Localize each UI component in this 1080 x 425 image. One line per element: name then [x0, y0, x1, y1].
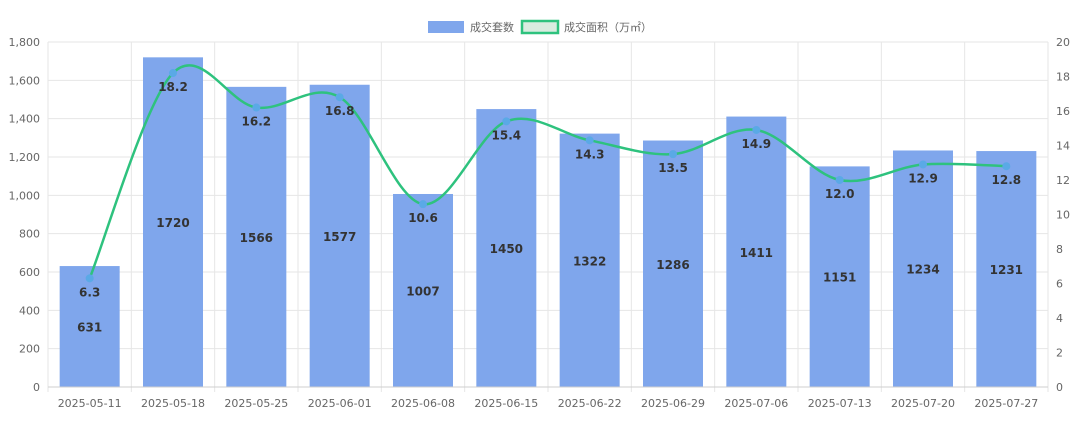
line-point[interactable] [419, 200, 427, 209]
left-axis-tick-label: 600 [19, 266, 40, 279]
line-point[interactable] [252, 103, 261, 112]
x-axis-tick-label: 2025-07-27 [974, 397, 1038, 410]
left-axis-tick-label: 800 [19, 228, 40, 241]
left-y-axis: 0 200 400 600 800 1,000 1,200 1,400 1,600 1,800 [9, 36, 41, 394]
left-axis-tick-label: 1,800 [9, 36, 41, 49]
left-axis-tick-label: 0 [33, 381, 40, 394]
line-value-label: 16.8 [325, 104, 355, 118]
line-point[interactable] [335, 93, 344, 102]
bar[interactable] [393, 193, 453, 387]
legend-label-bar[interactable]: 成交套数 [470, 20, 514, 34]
x-axis-tick-label: 2025-06-01 [308, 397, 372, 410]
legend-label-line[interactable]: 成交面积（万㎡） [564, 20, 652, 34]
line-point[interactable] [919, 160, 927, 169]
right-axis-tick-label: 10 [1056, 209, 1070, 222]
bar[interactable] [559, 133, 620, 387]
bar[interactable] [226, 86, 287, 387]
right-axis-tick-label: 4 [1056, 312, 1063, 325]
right-axis-tick-label: 2 [1056, 347, 1063, 360]
left-axis-tick-label: 1,000 [9, 189, 41, 202]
left-axis-tick-label: 400 [19, 304, 40, 317]
bar-value-label: 1566 [240, 231, 273, 245]
legend-swatch-line[interactable] [520, 19, 560, 35]
right-axis-tick-label: 14 [1056, 140, 1070, 153]
line-value-label: 15.4 [492, 128, 522, 142]
bar[interactable] [893, 150, 953, 387]
x-axis-tick-label: 2025-06-08 [391, 397, 455, 410]
line-value-label: 6.3 [79, 285, 100, 299]
line-value-label: 14.9 [742, 137, 772, 151]
left-axis-tick-label: 1,400 [9, 113, 41, 126]
line-point[interactable] [669, 150, 677, 159]
right-axis-tick-label: 18 [1056, 71, 1070, 84]
x-axis-tick-label: 2025-06-22 [558, 397, 622, 410]
bar[interactable] [476, 109, 537, 387]
x-axis-tick-label: 2025-06-15 [474, 397, 538, 410]
x-axis: 2025-05-11 2025-05-18 2025-05-25 2025-06-01… [48, 386, 1048, 410]
line-point[interactable] [169, 69, 177, 78]
x-axis-tick-label: 2025-07-13 [808, 397, 872, 410]
bar-value-label: 1720 [156, 216, 189, 230]
bar-value-label: 1450 [490, 242, 523, 256]
line-value-label: 18.2 [158, 80, 188, 94]
line-value-label: 14.3 [575, 147, 605, 161]
line-value-label: 10.6 [408, 211, 438, 225]
line-point[interactable] [752, 125, 761, 134]
x-axis-tick-label: 2025-05-11 [58, 397, 122, 410]
line-value-label: 12.9 [908, 171, 938, 185]
left-axis-tick-label: 1,600 [9, 74, 41, 87]
bar[interactable] [726, 116, 787, 387]
bar-value-label: 1411 [740, 246, 773, 260]
bar-value-label: 1007 [406, 284, 439, 298]
line-point[interactable] [502, 117, 511, 126]
bar-value-label: 1577 [323, 230, 356, 244]
bar-value-label: 1151 [823, 271, 856, 285]
right-axis-tick-label: 20 [1056, 36, 1070, 49]
grid-lines [47, 41, 1049, 392]
bar[interactable] [59, 266, 120, 387]
x-axis-tick-label: 2025-06-29 [641, 397, 705, 410]
line-point[interactable] [1002, 162, 1011, 171]
bar[interactable] [643, 140, 703, 387]
bar-series [59, 57, 1037, 387]
line-point[interactable] [585, 136, 594, 145]
bar-value-label: 1322 [573, 254, 606, 268]
line-value-label: 16.2 [242, 115, 272, 129]
bar-value-label: 1286 [656, 258, 689, 272]
bar-value-label: 1234 [906, 263, 939, 277]
legend[interactable]: 成交套数 成交面积（万㎡） [428, 19, 652, 35]
bar[interactable] [143, 57, 203, 387]
right-axis-tick-label: 12 [1056, 174, 1070, 187]
data-labels: 6.3 18.2 16.2 16.8 10.6 15.4 14.3 13.5 14.9 12.0 1… [77, 80, 1023, 334]
x-axis-tick-label: 2025-05-18 [141, 397, 205, 410]
right-axis-tick-label: 0 [1056, 381, 1063, 394]
line-value-label: 12.8 [992, 173, 1022, 187]
bar-value-label: 1231 [990, 263, 1023, 277]
right-y-axis: 0 2 4 6 8 10 12 14 16 18 20 [1056, 36, 1070, 394]
right-axis-tick-label: 16 [1056, 105, 1070, 118]
x-axis-tick-label: 2025-05-25 [224, 397, 288, 410]
left-axis-tick-label: 1,200 [9, 151, 41, 164]
line-value-label: 12.0 [825, 187, 855, 201]
bar[interactable] [976, 151, 1037, 387]
bar-value-label: 631 [77, 321, 102, 335]
bar[interactable] [309, 84, 370, 387]
line-series [85, 64, 1011, 283]
legend-swatch-bar[interactable] [428, 21, 464, 33]
line-value-label: 13.5 [658, 161, 688, 175]
x-axis-tick-label: 2025-07-20 [891, 397, 955, 410]
right-axis-tick-label: 6 [1056, 278, 1063, 291]
x-axis-tick-label: 2025-07-06 [724, 397, 788, 410]
left-axis-tick-label: 200 [19, 343, 40, 356]
line-point[interactable] [85, 274, 94, 283]
line-point[interactable] [835, 176, 844, 184]
bar[interactable] [809, 166, 870, 387]
right-axis-tick-label: 8 [1056, 243, 1063, 256]
